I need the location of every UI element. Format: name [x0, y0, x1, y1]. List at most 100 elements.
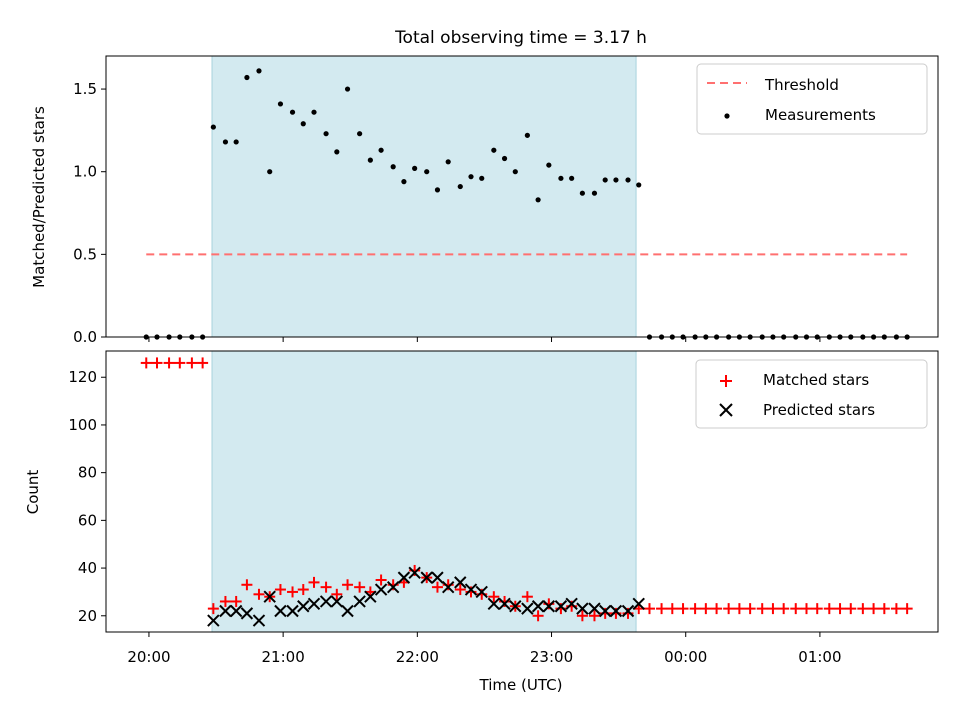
matched-star-point — [723, 603, 735, 615]
measurement-point — [311, 109, 317, 115]
bottom-y-tick-label: 80 — [78, 464, 97, 482]
matched-star-point — [868, 603, 880, 615]
measurement-point — [244, 74, 250, 81]
predicted-star-point — [588, 602, 601, 615]
bottom-axes-frame — [105, 350, 939, 633]
matched-star-point — [274, 584, 286, 596]
measurement-point — [625, 177, 631, 183]
predicted-star-point — [341, 604, 354, 618]
matched-star-point — [744, 603, 756, 615]
measurement-point — [401, 179, 407, 185]
matched-star-point — [488, 591, 500, 603]
bottom-y-tick-label: 120 — [68, 368, 97, 386]
predicted-star-point — [441, 580, 455, 594]
predicted-star-point — [252, 614, 266, 627]
matched-star-point — [811, 603, 823, 615]
measurement-point — [479, 175, 485, 181]
x-tick-label: 22:00 — [396, 648, 439, 666]
measurement-point — [546, 162, 552, 168]
predicted-star-point — [307, 597, 321, 611]
predicted-star-point — [475, 585, 488, 599]
bottom-y-tick-label: 60 — [78, 511, 97, 529]
top-y-tick-label: 0.0 — [73, 328, 97, 346]
measurement-point — [501, 155, 508, 162]
measurement-point — [378, 147, 384, 153]
x-tick-label: 23:00 — [530, 648, 573, 666]
predicted-star-point — [353, 595, 366, 608]
measurement-point — [491, 147, 497, 153]
matched-star-point — [890, 603, 902, 615]
measurement-point — [457, 183, 463, 190]
predicted-star-point — [632, 597, 645, 611]
measurement-point — [210, 124, 216, 130]
matched-star-point — [454, 584, 466, 596]
legend-measurements-swatch — [724, 113, 730, 119]
matched-star-point — [219, 595, 231, 607]
measurement-point — [289, 109, 296, 115]
matched-star-point — [588, 610, 600, 622]
matched-star-point — [689, 603, 701, 615]
matched-star-point — [845, 603, 857, 615]
measurement-point — [412, 165, 418, 171]
measurement-point — [256, 68, 262, 74]
predicted-star-point — [487, 597, 501, 611]
measurement-point — [468, 174, 474, 180]
predicted-star-point — [364, 590, 377, 603]
predicted-star-point — [330, 595, 344, 608]
predicted-star-point — [621, 604, 635, 618]
matched-star-point — [375, 574, 387, 586]
top-x-axis-ticks — [148, 337, 821, 342]
predicted-star-point — [521, 602, 534, 615]
measurement-point — [277, 101, 284, 107]
predicted-star-point — [386, 580, 400, 594]
matched-star-point — [521, 591, 533, 603]
matched-star-point — [197, 357, 209, 369]
matched-star-point — [823, 603, 835, 615]
predicted-star-point — [598, 604, 612, 618]
predicted-star-point — [319, 595, 333, 608]
measurement-point — [569, 175, 575, 181]
matched-star-point — [800, 603, 812, 615]
matched-star-point — [756, 603, 768, 615]
measurement-point — [390, 164, 396, 170]
bottom-observing-window — [211, 350, 637, 633]
measurement-point — [367, 157, 373, 163]
top-legend: Threshold Measurements — [696, 63, 928, 135]
matched-star-point — [834, 603, 846, 615]
measurement-point — [300, 121, 306, 127]
bottom-y-tick-label: 20 — [78, 607, 97, 625]
measurement-point — [535, 197, 541, 203]
measurement-point — [613, 177, 619, 183]
matched-star-point — [576, 610, 588, 622]
matched-star-point — [857, 603, 869, 615]
matched-star-point — [151, 357, 163, 369]
measurement-point — [357, 131, 363, 137]
x-axis-label: Time (UTC) — [479, 676, 563, 694]
measurement-point — [434, 187, 441, 193]
matched-star-point — [711, 603, 723, 615]
x-tick-label: 20:00 — [127, 648, 170, 666]
bottom-panel: 20 40 60 80 100 120 20:00 21:00 22:00 23:00 00:00… — [24, 350, 939, 666]
measurement-point — [233, 139, 239, 145]
predicted-star-point — [431, 571, 444, 584]
legend-threshold-label: Threshold — [764, 76, 839, 94]
predicted-star-point — [509, 600, 522, 613]
matched-star-point — [163, 357, 175, 369]
predicted-star-point — [229, 604, 243, 618]
matched-star-point — [790, 603, 802, 615]
matched-star-point — [778, 603, 790, 615]
matched-star-point — [287, 586, 299, 598]
top-legend-box — [696, 63, 928, 135]
bottom-y-tick-label: 40 — [78, 559, 97, 577]
matched-star-point — [878, 603, 890, 615]
measurement-point — [334, 149, 340, 155]
bottom-legend: Matched stars Predicted stars — [695, 359, 928, 429]
predicted-star-point — [554, 600, 568, 613]
predicted-star-point — [374, 583, 388, 596]
bottom-y-axis-label: Count — [24, 470, 42, 515]
x-tick-label: 01:00 — [798, 648, 841, 666]
predicted-star-point — [286, 604, 299, 618]
matched-star-point — [532, 610, 544, 622]
measurement-point — [636, 182, 642, 188]
